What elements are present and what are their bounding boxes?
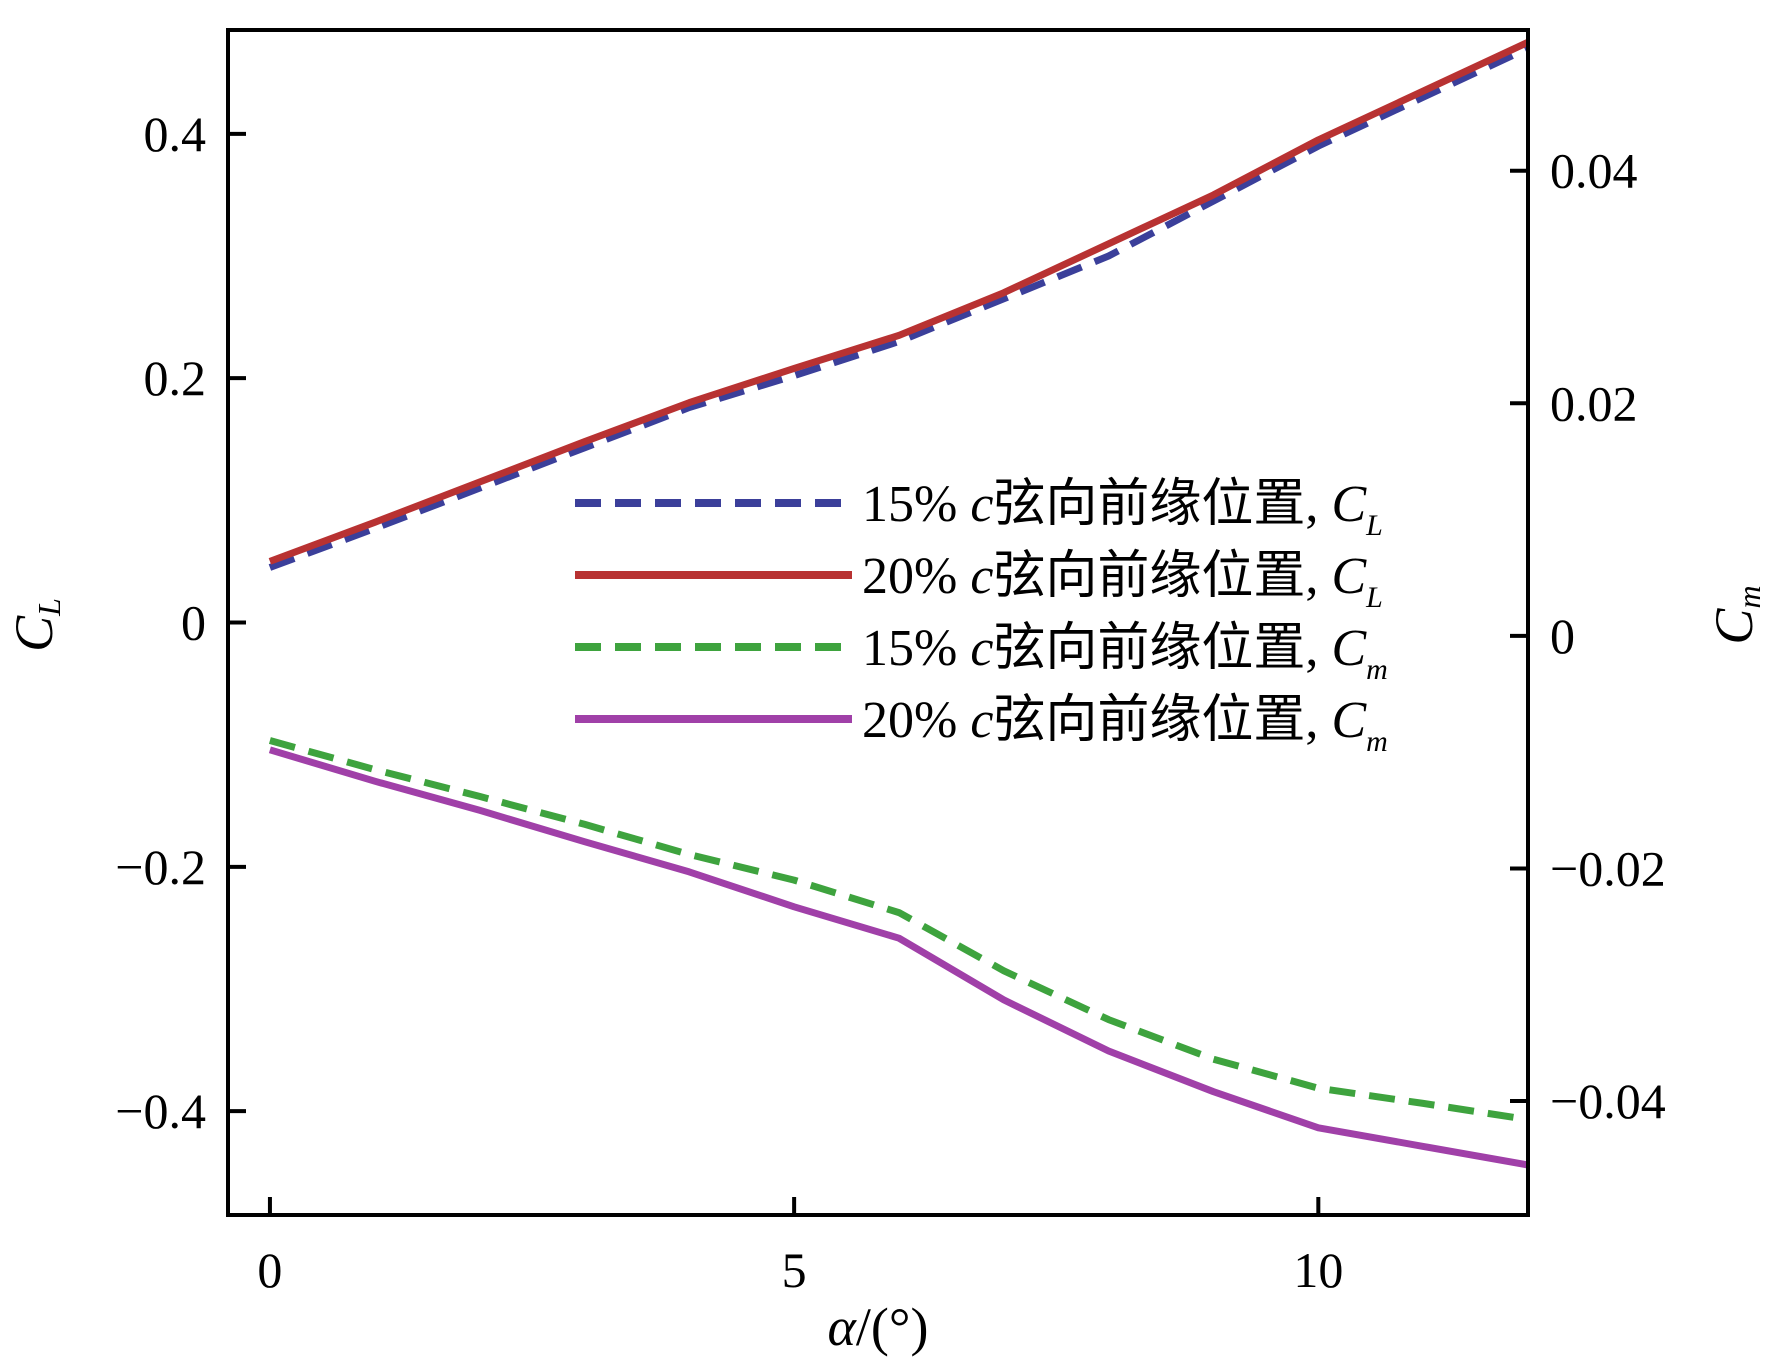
series-layer xyxy=(268,39,1530,1169)
legend-label: 20% c弦向前缘位置, Cm xyxy=(862,692,1388,758)
y-right-tick-label: 0.02 xyxy=(1550,375,1638,431)
series-line-1 xyxy=(268,45,1530,571)
legend-item-1: 15% c弦向前缘位置, CL xyxy=(575,476,1383,542)
series-line-4 xyxy=(268,746,1529,1169)
y-right-axis-title: Cm xyxy=(1704,585,1767,644)
y-left-tick-label: 0.2 xyxy=(144,350,207,406)
legend-item-3: 15% c弦向前缘位置, Cm xyxy=(575,620,1388,686)
legend-label: 15% c弦向前缘位置, Cm xyxy=(862,620,1388,686)
legend-item-4: 20% c弦向前缘位置, Cm xyxy=(575,692,1388,758)
y-right-tick-label: −0.04 xyxy=(1550,1073,1666,1129)
y-left-tick-label: 0.4 xyxy=(144,106,207,162)
series-line-3 xyxy=(268,737,1529,1124)
y-right-tick-label: 0 xyxy=(1550,608,1575,664)
x-axis-symbol: α xyxy=(828,1297,858,1357)
x-axis-title: α/(°) xyxy=(828,1297,929,1357)
y-left-axis-title: CL xyxy=(4,598,67,652)
y-left-tick-label: −0.2 xyxy=(115,839,206,895)
legend-item-2: 20% c弦向前缘位置, CL xyxy=(575,548,1383,614)
x-tick-label: 5 xyxy=(782,1242,807,1298)
y-right-axis-symbol: C xyxy=(1704,608,1764,645)
x-tick-label: 10 xyxy=(1293,1242,1343,1298)
ticks-layer: 0 5 10 0.4 0.2 0 −0.2 −0.4 0.04 0.02 0 −0.02 −0.04 xyxy=(115,106,1665,1298)
y-right-axis-subscript: m xyxy=(1731,585,1767,608)
x-axis-unit: /(°) xyxy=(856,1297,929,1357)
legend-label: 15% c弦向前缘位置, CL xyxy=(862,476,1383,542)
x-tick-label: 0 xyxy=(257,1242,282,1298)
series-line-2 xyxy=(268,39,1530,565)
y-right-tick-label: 0.04 xyxy=(1550,143,1638,199)
y-right-tick-label: −0.02 xyxy=(1550,840,1666,896)
legend-label: 20% c弦向前缘位置, CL xyxy=(862,548,1383,614)
y-left-tick-label: −0.4 xyxy=(115,1083,206,1139)
y-left-tick-label: 0 xyxy=(181,595,206,651)
y-left-axis-symbol: C xyxy=(4,615,64,652)
y-left-axis-subscript: L xyxy=(31,598,67,617)
